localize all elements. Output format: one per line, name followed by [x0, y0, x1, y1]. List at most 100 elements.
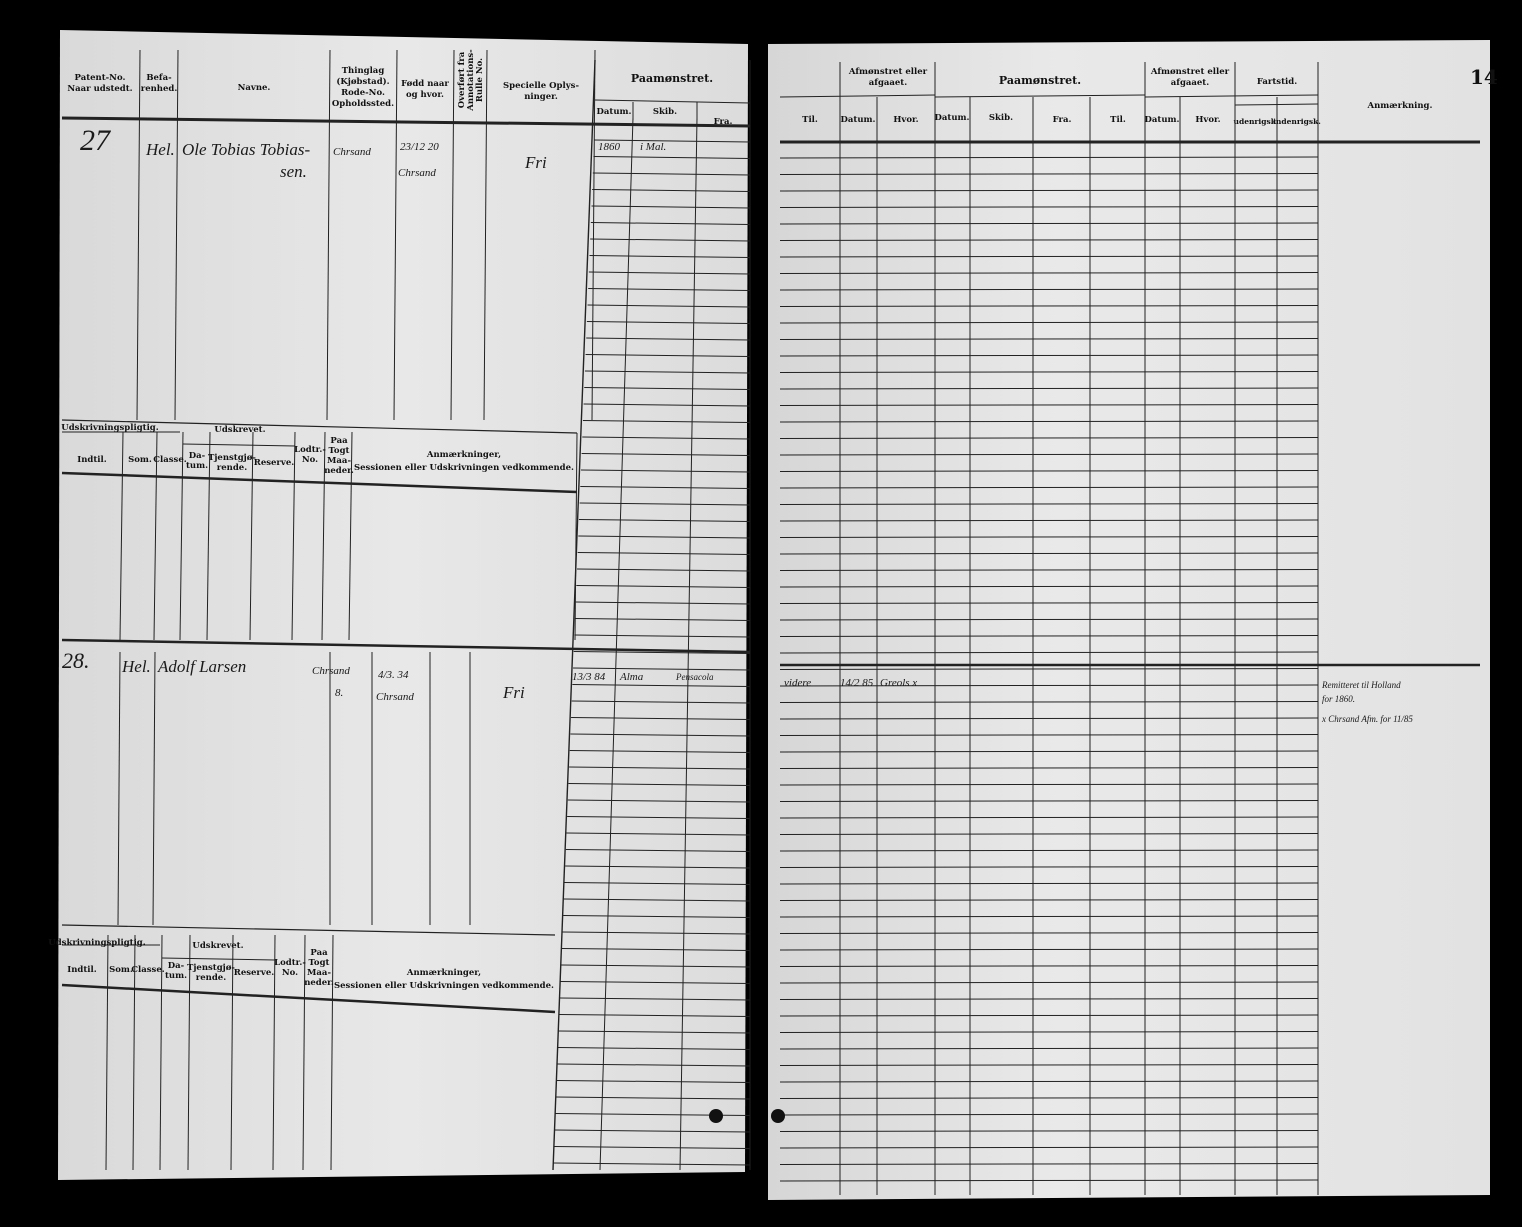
- rule-line: [779, 437, 1319, 439]
- rule-line: [779, 1113, 1319, 1116]
- rule-line: [1144, 94, 1319, 98]
- rule-line: [588, 288, 751, 291]
- rule-line: [779, 94, 936, 98]
- header-udskrivningspligtig: Udskrivningspligtig.: [48, 938, 145, 948]
- rule-line: [779, 717, 1319, 720]
- header-som: Som.: [109, 965, 133, 975]
- rule-line: [594, 139, 751, 143]
- rule-line: [574, 634, 751, 638]
- name-line-2: sen.: [280, 162, 307, 181]
- rule-line: [575, 618, 751, 621]
- rule-line: [578, 519, 751, 522]
- rule-line: [679, 117, 698, 1171]
- rule-line: [779, 849, 1319, 852]
- header-togt-2: Togt: [309, 958, 330, 968]
- rule-line: [582, 420, 751, 423]
- ruled-grid: [61, 49, 1480, 1195]
- rule-line: [563, 915, 751, 918]
- rule-line: [779, 701, 1319, 703]
- rule-line: [230, 934, 234, 1171]
- rule-line: [586, 337, 751, 341]
- rule-line: [572, 684, 751, 687]
- rule-line: [187, 934, 191, 1171]
- header-togt-1: Paa: [310, 948, 328, 958]
- rule-line: [779, 371, 1319, 373]
- rule-line: [779, 404, 1319, 406]
- udskrivning-header-2: Udskrivningspligtig. Udskrevet. Indtil. …: [48, 938, 554, 991]
- rule-line: [779, 338, 1319, 340]
- header-udskrevet: Udskrevet.: [214, 425, 265, 435]
- rule-line: [779, 1163, 1319, 1165]
- header-togt-1: Paa: [330, 436, 348, 446]
- rule-line: [567, 799, 751, 803]
- thinglag-rode: 8.: [335, 687, 343, 699]
- rule-line: [565, 865, 751, 869]
- rule-line: [779, 981, 1319, 984]
- header-thinglag-2: (Kjøbstad).: [336, 76, 389, 87]
- rule-line: [161, 957, 276, 961]
- rule-line: [779, 1179, 1319, 1182]
- header-thinglag-1: Thinglag: [342, 66, 385, 76]
- header-fra: Fra.: [714, 117, 733, 127]
- rule-line: [779, 783, 1319, 786]
- rule-line: [779, 948, 1319, 951]
- rule-line: [558, 1030, 751, 1034]
- header-til: Til.: [802, 115, 818, 125]
- rule-line: [61, 116, 751, 128]
- header-afm2-1: Afmønstret eller: [1150, 67, 1230, 77]
- header-datum: Datum.: [841, 115, 876, 125]
- rule-line: [119, 431, 124, 641]
- header-reserve: Reserve.: [234, 968, 274, 978]
- header-lodtr-1: Lodtr.-: [294, 445, 326, 455]
- rule-line: [576, 568, 751, 572]
- rule-line: [779, 635, 1319, 637]
- rule-line: [450, 49, 455, 421]
- rule-line: [561, 948, 751, 951]
- rule-line: [779, 552, 1319, 555]
- header-patent-2: Naar udstedt.: [67, 84, 132, 94]
- rule-line: [136, 49, 141, 421]
- rule-line: [779, 453, 1319, 456]
- paamonstret-fra: Pensacola: [675, 672, 714, 682]
- rule-line: [575, 601, 751, 605]
- fodt-place: Chrsand: [376, 691, 414, 703]
- header-togt-3: Maa-: [307, 968, 331, 978]
- rule-line: [174, 49, 179, 421]
- header-anmaerkning: Anmærkning.: [1367, 101, 1433, 111]
- rule-line: [272, 934, 276, 1171]
- rule-line: [579, 502, 751, 506]
- header-hvor: Hvor.: [893, 115, 918, 125]
- header-navne: Navne.: [238, 83, 271, 93]
- rule-line: [153, 431, 158, 641]
- rule-line: [779, 915, 1319, 918]
- anmaerkning-line-1: Remitteret til Holland: [1321, 680, 1401, 690]
- header-anm-2: Sessionen eller Udskrivningen vedkommend…: [334, 981, 554, 991]
- rule-line: [779, 965, 1319, 967]
- rule-line: [779, 651, 1319, 654]
- rule-line: [779, 618, 1319, 621]
- rule-line: [569, 750, 751, 753]
- header-afm1-2: afgaaet.: [869, 78, 907, 88]
- rule-line: [779, 767, 1319, 769]
- specielle: Fri: [502, 683, 525, 702]
- rule-line: [582, 436, 751, 440]
- rule-line: [553, 1146, 751, 1149]
- rule-line: [779, 569, 1319, 571]
- rule-line: [779, 222, 1319, 225]
- header-til-2: Til.: [1110, 115, 1126, 125]
- rule-line: [779, 420, 1319, 423]
- rule-line: [779, 1097, 1319, 1099]
- rule-line: [179, 431, 184, 641]
- rule-line: [779, 486, 1319, 489]
- header-skib: Skib.: [653, 107, 677, 117]
- header-classe: Classe.: [131, 965, 164, 975]
- rule-line: [591, 205, 751, 209]
- thinglag: Chrsand: [333, 146, 371, 158]
- header-thinglag-3: Rode-No.: [341, 88, 385, 98]
- rule-line: [182, 443, 296, 447]
- rule-line: [590, 222, 751, 225]
- rule-line: [779, 173, 1319, 175]
- rule-line: [594, 99, 751, 104]
- rule-line: [552, 59, 596, 1171]
- rule-line: [779, 734, 1319, 736]
